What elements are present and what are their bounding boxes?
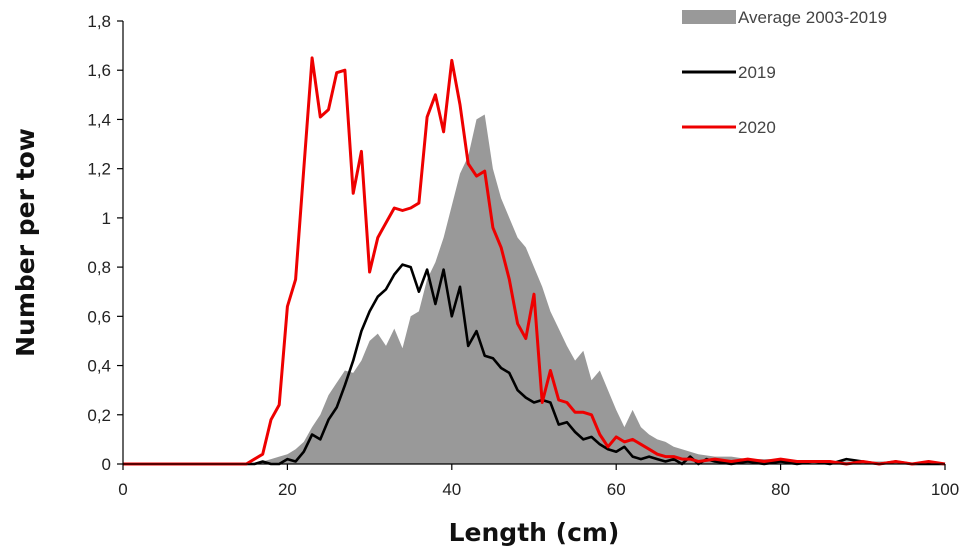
x-tick-label: 100	[931, 480, 959, 499]
y-tick-label: 0	[102, 455, 111, 474]
y-tick-label: 0,4	[87, 357, 111, 376]
legend-label-Average 2003-2019: Average 2003-2019	[738, 8, 887, 27]
x-tick-label: 60	[607, 480, 626, 499]
x-tick-label: 40	[442, 480, 461, 499]
x-tick-label: 80	[771, 480, 790, 499]
legend-label-2019: 2019	[738, 63, 776, 82]
y-tick-label: 0,6	[87, 307, 111, 326]
series-line-2020	[123, 56, 946, 466]
y-tick-label: 1,8	[87, 12, 111, 31]
y-tick-label: 1,6	[87, 61, 111, 80]
axis-layer	[122, 21, 945, 465]
x-tick-label: 0	[118, 480, 127, 499]
line-layer	[123, 56, 946, 466]
y-tick-label: 1,2	[87, 160, 111, 179]
y-tick-label: 1,4	[87, 110, 111, 129]
series-line-2019	[123, 263, 945, 466]
legend-swatch-average	[682, 10, 736, 24]
legend-label-2020: 2020	[738, 118, 776, 137]
y-tick-label: 0,2	[87, 406, 111, 425]
series-area-average	[123, 114, 945, 464]
x-axis-title: Length (cm)	[449, 518, 620, 547]
tick-layer: 0 0,2 0,4 0,6 0,8 1 1,2 1,4 1,6 1,8 0 20 40 60 80 100	[87, 12, 959, 499]
legend: Average 2003-2019 2019 2020	[682, 8, 887, 137]
y-tick-label: 0,8	[87, 258, 111, 277]
y-tick-label: 1	[102, 209, 111, 228]
area-layer	[123, 114, 945, 464]
y-axis-title: Number per tow	[11, 128, 40, 357]
x-tick-label: 20	[278, 480, 297, 499]
